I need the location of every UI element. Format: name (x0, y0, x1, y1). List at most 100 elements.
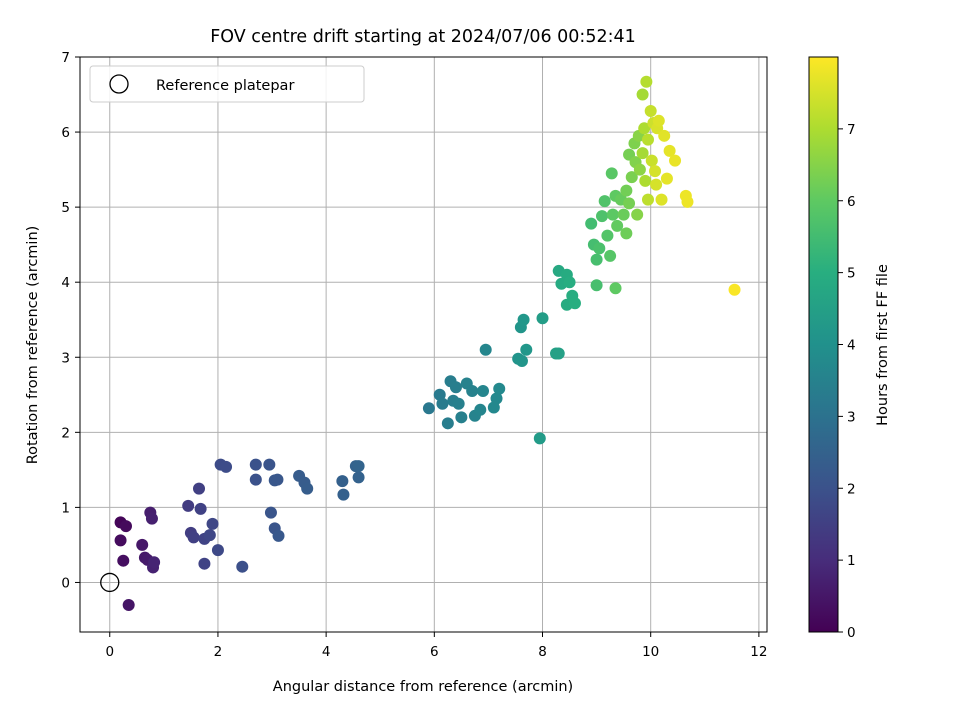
colorbar-tick-label: 6 (847, 194, 856, 210)
grid-lines (80, 56, 767, 632)
y-tick-label: 4 (61, 275, 70, 291)
data-point (609, 282, 622, 295)
data-point (455, 411, 468, 424)
data-point (593, 242, 606, 255)
y-tick-label: 7 (61, 50, 70, 66)
plot-frame (79, 56, 768, 633)
data-point (206, 517, 219, 530)
x-tick-label: 8 (538, 644, 547, 660)
data-point (449, 381, 462, 394)
data-point (441, 417, 454, 430)
x-tick-label: 12 (750, 644, 767, 660)
x-tick-label: 6 (430, 644, 439, 660)
data-point (633, 163, 646, 176)
data-point (198, 557, 211, 570)
data-point (474, 403, 487, 416)
y-tick-label: 6 (61, 125, 70, 141)
data-point (249, 473, 262, 486)
x-tick-label: 0 (105, 644, 114, 660)
y-tick-label: 2 (61, 425, 70, 441)
data-point (636, 147, 649, 160)
data-point (352, 471, 365, 484)
data-point (145, 512, 158, 525)
data-point (652, 114, 665, 127)
colorbar-tick-label: 0 (847, 625, 856, 641)
data-point (336, 475, 349, 488)
colorbar-tick-label: 7 (847, 122, 856, 138)
legend: Reference platepar (89, 65, 365, 103)
data-point (533, 432, 546, 445)
data-point (122, 598, 135, 611)
data-points (114, 75, 741, 611)
data-point (663, 144, 676, 157)
reference-platepar-marker (100, 572, 120, 593)
data-point (263, 458, 276, 471)
data-point (636, 88, 649, 101)
x-tick-label: 4 (322, 644, 331, 660)
data-point (272, 529, 285, 542)
data-point (466, 385, 479, 398)
x-axis-label: Angular distance from reference (arcmin) (273, 679, 573, 695)
data-point (638, 122, 651, 135)
data-point (193, 482, 206, 495)
data-point (639, 174, 652, 187)
data-point (249, 458, 262, 471)
data-point (194, 502, 207, 515)
data-point (641, 193, 654, 206)
data-point (641, 133, 654, 146)
data-point (568, 297, 581, 310)
data-point (490, 392, 503, 405)
y-tick-label: 1 (61, 500, 70, 516)
data-point (601, 229, 614, 242)
data-point (617, 208, 630, 221)
data-point (605, 167, 618, 180)
data-point (136, 538, 149, 551)
data-point (517, 313, 530, 326)
data-point (649, 165, 662, 178)
data-point (452, 397, 465, 410)
colorbar-label: Hours from first FF file (875, 264, 891, 426)
data-point (433, 388, 446, 401)
y-tick-label: 0 (61, 575, 70, 591)
data-point (590, 279, 603, 292)
data-point (182, 499, 195, 512)
data-point (660, 172, 673, 185)
data-point (645, 154, 658, 167)
data-point (681, 195, 694, 208)
colorbar-tick-label: 2 (847, 481, 856, 497)
data-point (220, 460, 233, 473)
data-point (264, 506, 277, 519)
data-point (650, 178, 663, 191)
data-point (352, 460, 365, 473)
colorbar-tick-label: 5 (847, 266, 856, 282)
data-point (590, 253, 603, 266)
data-point (520, 343, 533, 356)
data-point (114, 534, 127, 547)
colorbar-tick-label: 1 (847, 553, 856, 569)
data-point (422, 402, 435, 415)
data-point (655, 193, 668, 206)
x-tick-label: 10 (642, 644, 659, 660)
y-tick-label: 5 (61, 200, 70, 216)
data-point (477, 385, 490, 398)
data-point (271, 473, 284, 486)
data-point (236, 560, 249, 573)
data-point (606, 208, 619, 221)
data-point (585, 217, 598, 230)
x-axis-ticks: 0 2 4 6 8 10 12 (105, 632, 767, 660)
colorbar-ticks: 0 1 2 3 4 5 6 7 (838, 122, 856, 641)
data-point (148, 556, 161, 569)
y-axis-label: Rotation from reference (arcmin) (25, 226, 41, 465)
x-tick-label: 2 (214, 644, 223, 660)
data-point (301, 482, 314, 495)
data-point (620, 227, 633, 240)
data-point (563, 276, 576, 289)
data-point (117, 554, 130, 567)
data-point (596, 210, 609, 223)
y-tick-label: 3 (61, 350, 70, 366)
data-point (611, 219, 624, 232)
data-point (640, 75, 653, 88)
data-point (598, 195, 611, 208)
data-point (337, 488, 350, 501)
